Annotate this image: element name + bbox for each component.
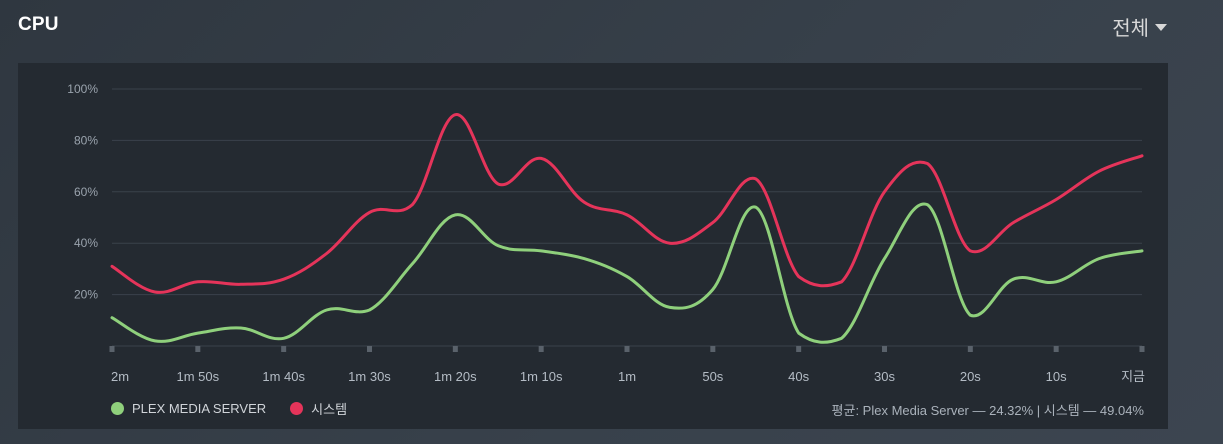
x-tick-label: 40s [788,369,809,384]
y-tick-label: 80% [74,133,98,147]
x-tick-mark [882,346,887,352]
x-tick-label: 1m 10s [520,369,563,384]
x-tick-label: 30s [874,369,895,384]
x-tick-mark [367,346,372,352]
x-tick-label: 1m 50s [177,369,220,384]
range-dropdown[interactable]: 전체 [1112,12,1167,41]
series-line-plex [110,202,1144,344]
range-dropdown-label: 전체 [1112,16,1149,40]
x-tick-mark [624,346,630,352]
series-line-system [110,113,1144,294]
y-tick-label: 40% [74,236,98,250]
x-tick-label: 2m [111,369,129,384]
page-title: CPU [18,14,59,35]
x-tick-label: 1m 20s [434,369,477,384]
legend-label-plex: PLEX MEDIA SERVER [132,401,267,416]
x-tick-mark [109,346,115,352]
x-tick-mark [452,346,458,352]
x-tick-mark [195,346,201,352]
chart-panel: 20% 40% 60% 80% 100% 2m 1m 50s 1m 40s 1m 30s 1m 2… [18,63,1168,429]
x-tick-label: 1m 30s [348,369,391,384]
legend-dot-system-icon [290,402,304,415]
x-tick-label: 10s [1046,369,1067,384]
x-tick-mark [1139,346,1145,352]
x-tick-label: 50s [702,369,723,384]
y-tick-label: 100% [67,82,98,96]
x-tick-mark [538,346,544,352]
x-tick-mark [710,346,716,352]
caret-down-icon [1155,24,1167,31]
y-tick-label: 60% [74,185,98,199]
chart-legend: PLEX MEDIA SERVER 시스템 [111,399,347,418]
legend-label-system: 시스템 [311,402,348,417]
legend-item-plex[interactable]: PLEX MEDIA SERVER [111,401,266,416]
legend-item-system[interactable]: 시스템 [290,399,347,418]
x-tick-label: 1m [618,369,636,384]
x-tick-mark [1053,346,1059,352]
x-tick-label: 지금 [1121,369,1145,384]
cpu-line-chart: 20% 40% 60% 80% 100% 2m 1m 50s 1m 40s 1m 30s 1m 2… [67,82,1145,384]
average-summary: 평균: Plex Media Server — 24.32% | 시스템 — 4… [831,403,1144,418]
legend-dot-plex-icon [111,402,124,415]
x-tick-mark [967,346,973,352]
x-tick-label: 1m 40s [262,369,305,384]
y-tick-label: 20% [74,288,98,302]
x-tick-mark [281,346,287,352]
x-tick-label: 20s [960,369,981,384]
x-tick-mark [796,346,802,352]
